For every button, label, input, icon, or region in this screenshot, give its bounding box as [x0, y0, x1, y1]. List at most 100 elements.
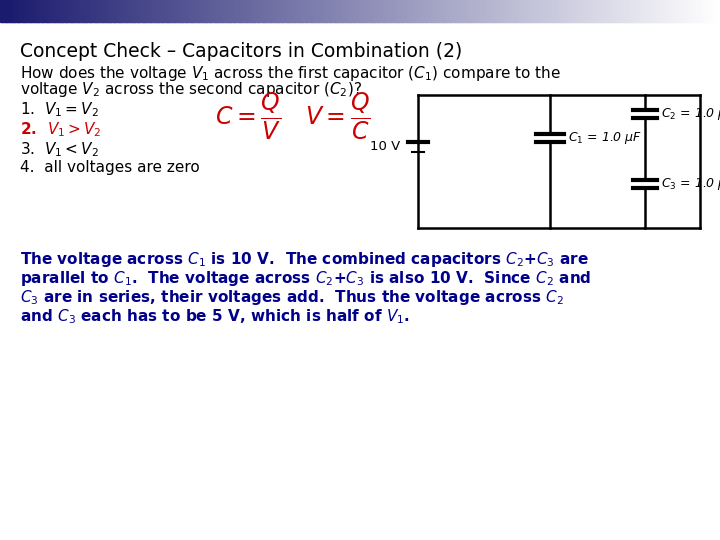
Bar: [446, 0, 450, 22]
Bar: [384, 0, 387, 22]
Bar: [655, 0, 659, 22]
Bar: [518, 0, 522, 22]
Text: 10 V: 10 V: [370, 140, 400, 153]
Bar: [252, 0, 256, 22]
Bar: [305, 0, 308, 22]
Bar: [495, 0, 498, 22]
Bar: [675, 0, 678, 22]
Bar: [290, 0, 294, 22]
Bar: [506, 0, 510, 22]
Bar: [74, 0, 78, 22]
Bar: [454, 0, 457, 22]
Bar: [223, 0, 227, 22]
Bar: [149, 0, 152, 22]
Bar: [466, 0, 469, 22]
Bar: [653, 0, 656, 22]
Bar: [214, 0, 217, 22]
Bar: [9, 0, 13, 22]
Bar: [300, 0, 303, 22]
Bar: [36, 0, 40, 22]
Bar: [254, 0, 258, 22]
Bar: [132, 0, 135, 22]
Bar: [307, 0, 310, 22]
Bar: [161, 0, 164, 22]
Bar: [326, 0, 330, 22]
Bar: [221, 0, 224, 22]
Bar: [31, 0, 35, 22]
Bar: [240, 0, 243, 22]
Bar: [420, 0, 423, 22]
Bar: [430, 0, 433, 22]
Bar: [576, 0, 580, 22]
Bar: [48, 0, 51, 22]
Bar: [540, 0, 544, 22]
Bar: [643, 0, 647, 22]
Bar: [439, 0, 443, 22]
Bar: [91, 0, 94, 22]
Bar: [115, 0, 119, 22]
Bar: [146, 0, 150, 22]
Bar: [283, 0, 287, 22]
Bar: [463, 0, 467, 22]
Bar: [691, 0, 695, 22]
Bar: [12, 0, 15, 22]
Bar: [701, 0, 704, 22]
Bar: [499, 0, 503, 22]
Bar: [218, 0, 222, 22]
Bar: [415, 0, 418, 22]
Bar: [358, 0, 361, 22]
Bar: [60, 0, 63, 22]
Bar: [459, 0, 462, 22]
Bar: [665, 0, 668, 22]
Bar: [382, 0, 385, 22]
Bar: [547, 0, 551, 22]
Bar: [259, 0, 263, 22]
Bar: [513, 0, 517, 22]
Bar: [581, 0, 584, 22]
Text: 2.  $V_1 > V_2$: 2. $V_1 > V_2$: [20, 120, 102, 139]
Bar: [106, 0, 109, 22]
Text: $C_2$ = 1.0 $\mu$F: $C_2$ = 1.0 $\mu$F: [661, 106, 720, 122]
Bar: [605, 0, 608, 22]
Bar: [22, 0, 25, 22]
Bar: [362, 0, 366, 22]
Bar: [636, 0, 639, 22]
Bar: [110, 0, 114, 22]
Bar: [180, 0, 184, 22]
Bar: [571, 0, 575, 22]
Bar: [523, 0, 526, 22]
Bar: [151, 0, 155, 22]
Bar: [24, 0, 27, 22]
Bar: [233, 0, 236, 22]
Bar: [398, 0, 402, 22]
Bar: [245, 0, 248, 22]
Bar: [696, 0, 699, 22]
Bar: [235, 0, 238, 22]
Bar: [27, 0, 30, 22]
Bar: [502, 0, 505, 22]
Bar: [451, 0, 454, 22]
Bar: [211, 0, 215, 22]
Bar: [225, 0, 229, 22]
Bar: [343, 0, 346, 22]
Bar: [353, 0, 356, 22]
Bar: [192, 0, 195, 22]
Bar: [542, 0, 546, 22]
Bar: [333, 0, 337, 22]
Text: $C_3$ are in series, their voltages add.  Thus the voltage across $C_2$: $C_3$ are in series, their voltages add.…: [20, 288, 564, 307]
Bar: [480, 0, 483, 22]
Bar: [682, 0, 685, 22]
Bar: [2, 0, 6, 22]
Bar: [264, 0, 267, 22]
Bar: [660, 0, 663, 22]
Bar: [171, 0, 174, 22]
Bar: [617, 0, 620, 22]
Bar: [99, 0, 102, 22]
Bar: [182, 0, 186, 22]
Bar: [117, 0, 121, 22]
Bar: [209, 0, 212, 22]
Bar: [521, 0, 524, 22]
Bar: [189, 0, 193, 22]
Bar: [369, 0, 373, 22]
Bar: [672, 0, 675, 22]
